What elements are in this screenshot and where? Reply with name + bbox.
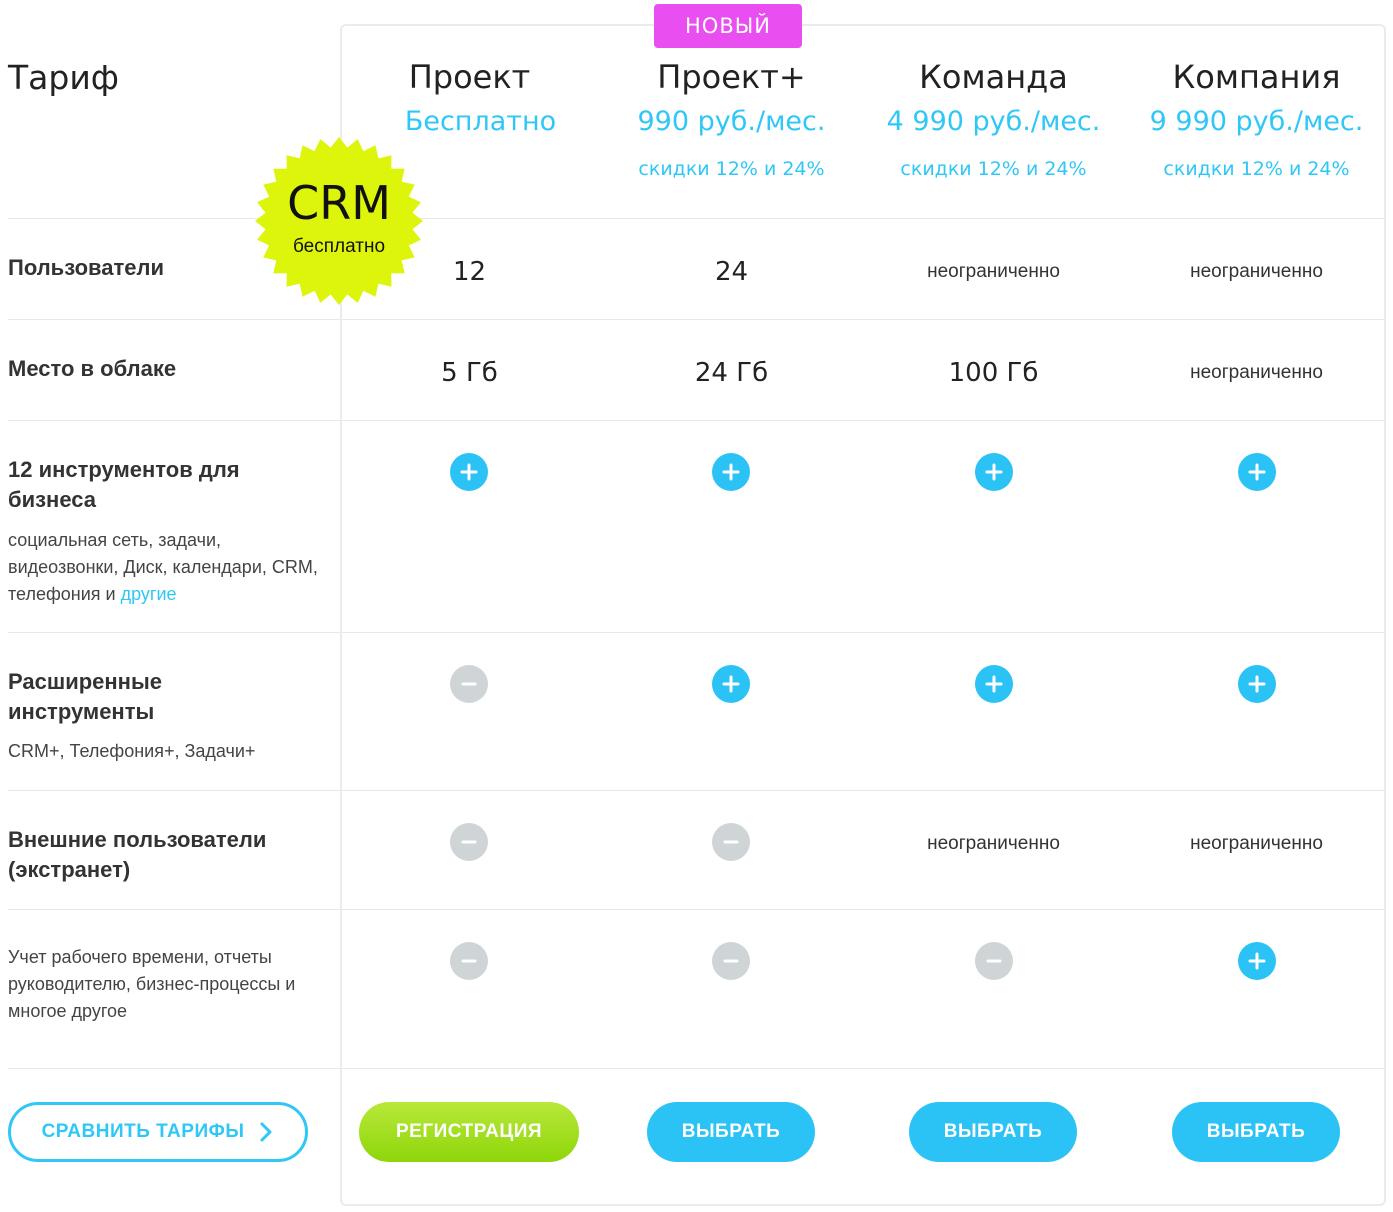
divider <box>8 319 1386 320</box>
plan-name: Проект+ <box>657 58 806 96</box>
storage-value: 5 Гб <box>441 358 498 388</box>
plan-header-team: Команда 4 990 руб./мес. скидки 12% и 24% <box>862 0 1125 200</box>
plan-header-company: Компания 9 990 руб./мес. скидки 12% и 24… <box>1125 0 1388 200</box>
chevron-right-icon <box>260 1122 272 1142</box>
plan-price: 4 990 руб./мес. <box>886 106 1101 137</box>
plus-icon <box>975 453 1013 491</box>
divider <box>8 1068 1386 1069</box>
plan-discount: скидки 12% и 24% <box>638 158 825 180</box>
plans-panel <box>340 24 1386 1206</box>
crm-badge-title: CRM <box>287 176 391 230</box>
row-advanced-desc: CRM+, Телефония+, Задачи+ <box>8 741 256 761</box>
crm-badge-subtitle: бесплатно <box>292 236 386 257</box>
plan-price: Бесплатно <box>404 106 557 137</box>
plan-price: 990 руб./мес. <box>637 106 826 137</box>
plus-icon <box>450 453 488 491</box>
row-tools-desc-text: социальная сеть, задачи, видеозвонки, Ди… <box>8 530 318 604</box>
minus-icon <box>712 823 750 861</box>
plus-icon <box>1238 942 1276 980</box>
plan-name: Компания <box>1172 58 1341 96</box>
storage-value: 100 Гб <box>948 358 1039 388</box>
tariff-heading: Тариф <box>8 58 119 97</box>
row-advanced-title: Расширенные инструменты <box>8 669 162 724</box>
divider <box>8 218 1386 219</box>
row-worktime-desc: Учет рабочего времени, отчеты руководите… <box>8 947 296 1021</box>
users-value: неограниченно <box>927 261 1060 282</box>
plus-icon <box>712 453 750 491</box>
row-tools-desc: социальная сеть, задачи, видеозвонки, Ди… <box>8 527 318 608</box>
others-link[interactable]: другие <box>120 584 177 604</box>
row-users-title: Пользователи <box>8 255 165 280</box>
divider <box>8 632 1386 633</box>
plan-header-project-plus: Проект+ 990 руб./мес. скидки 12% и 24% <box>600 0 863 200</box>
plan-header-project: Проект Бесплатно <box>338 0 601 200</box>
plan-discount: скидки 12% и 24% <box>900 158 1087 180</box>
plan-name: Проект <box>408 58 531 96</box>
plus-icon <box>1238 665 1276 703</box>
minus-icon <box>450 823 488 861</box>
minus-icon <box>450 942 488 980</box>
extranet-value: неограниченно <box>1190 833 1323 854</box>
minus-icon <box>712 942 750 980</box>
select-button-company[interactable]: ВЫБРАТЬ <box>1172 1102 1340 1162</box>
row-extranet-title: Внешние пользователи (экстранет) <box>8 827 267 882</box>
compare-plans-label: СРАВНИТЬ ТАРИФЫ <box>41 1121 245 1142</box>
plan-discount: скидки 12% и 24% <box>1163 158 1350 180</box>
users-value: неограниченно <box>1190 261 1323 282</box>
register-button[interactable]: РЕГИСТРАЦИЯ <box>359 1102 579 1162</box>
divider <box>8 420 1386 421</box>
row-storage-title: Место в облаке <box>8 356 177 381</box>
users-value: 12 <box>452 257 487 287</box>
select-button-team[interactable]: ВЫБРАТЬ <box>909 1102 1077 1162</box>
row-tools-title: 12 инструментов для бизнеса <box>8 457 240 512</box>
plus-icon <box>712 665 750 703</box>
new-badge: НОВЫЙ <box>654 4 802 48</box>
plan-price: 9 990 руб./мес. <box>1149 106 1364 137</box>
storage-value: 24 Гб <box>694 358 769 388</box>
minus-icon <box>450 665 488 703</box>
divider <box>8 909 1386 910</box>
minus-icon <box>975 942 1013 980</box>
extranet-value: неограниченно <box>927 833 1060 854</box>
compare-plans-button[interactable]: СРАВНИТЬ ТАРИФЫ <box>8 1102 308 1162</box>
plus-icon <box>1238 453 1276 491</box>
divider <box>8 790 1386 791</box>
plan-name: Команда <box>919 58 1068 96</box>
select-button-project-plus[interactable]: ВЫБРАТЬ <box>647 1102 815 1162</box>
users-value: 24 <box>714 257 749 287</box>
storage-value: неограниченно <box>1190 362 1323 383</box>
plus-icon <box>975 665 1013 703</box>
crm-free-starburst <box>255 137 423 305</box>
